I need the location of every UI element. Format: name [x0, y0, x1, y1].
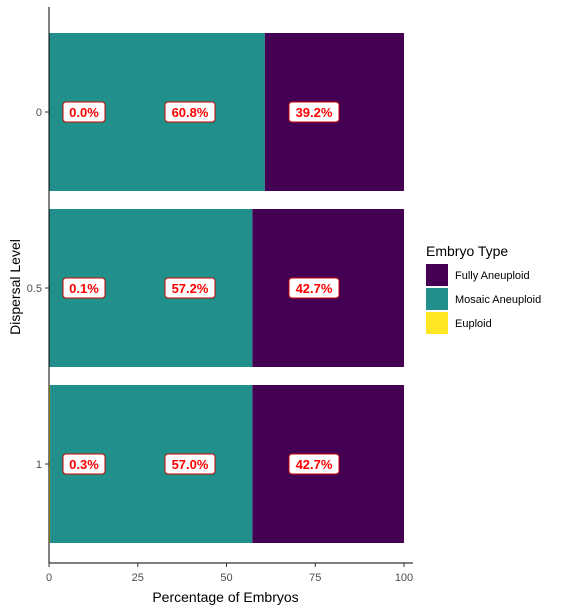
x-tick-label: 25	[132, 572, 144, 584]
data-labels-layer: 0.0% 60.8% 39.2% 0.1% 57.2% 42.7% 0.3% 57.0% 42.…	[62, 101, 340, 475]
data-label-fully-0.5: 42.7%	[288, 277, 340, 299]
legend-title: Embryo Type	[426, 243, 508, 259]
x-tick-label: 100	[395, 572, 413, 584]
data-label-mosaic-0: 60.8%	[164, 101, 216, 123]
legend-entry-label: Euploid	[455, 318, 492, 330]
y-axis-title: Dispersal Level	[7, 239, 23, 335]
x-axis-title: Percentage of Embryos	[152, 589, 298, 605]
data-label-fully-1: 42.7%	[288, 453, 340, 475]
legend: Embryo Type Fully Aneuploid Mosaic Aneupl…	[426, 243, 541, 334]
svg-text:39.2%: 39.2%	[296, 105, 333, 120]
svg-text:42.7%: 42.7%	[296, 281, 333, 296]
x-tick-label: 75	[309, 572, 321, 584]
x-tick-label: 0	[46, 572, 52, 584]
svg-text:60.8%: 60.8%	[172, 105, 209, 120]
data-label-fully-0: 39.2%	[288, 101, 340, 123]
legend-entry-label: Mosaic Aneuploid	[455, 294, 541, 306]
svg-text:0.3%: 0.3%	[69, 457, 99, 472]
data-label-mosaic-1: 57.0%	[164, 453, 216, 475]
legend-swatch	[426, 312, 448, 334]
x-tick-label: 50	[220, 572, 232, 584]
data-label-euploid-1: 0.3%	[62, 453, 106, 475]
data-label-euploid-0.5: 0.1%	[62, 277, 106, 299]
svg-text:57.0%: 57.0%	[172, 457, 209, 472]
svg-text:0.0%: 0.0%	[69, 105, 99, 120]
y-tick-label: 0.5	[27, 283, 42, 295]
y-tick-label: 1	[36, 459, 42, 471]
legend-swatch	[426, 288, 448, 310]
x-ticks: 0 25 50 75 100	[46, 563, 413, 584]
bars-layer	[49, 33, 404, 543]
data-label-mosaic-0.5: 57.2%	[164, 277, 216, 299]
y-tick-label: 0	[36, 107, 42, 119]
data-label-euploid-0: 0.0%	[62, 101, 106, 123]
svg-text:0.1%: 0.1%	[69, 281, 99, 296]
svg-text:42.7%: 42.7%	[296, 457, 333, 472]
legend-swatch	[426, 264, 448, 286]
svg-text:57.2%: 57.2%	[172, 281, 209, 296]
y-ticks: 00.51	[27, 107, 49, 471]
legend-entry-label: Fully Aneuploid	[455, 270, 530, 282]
bar-euploid-1	[49, 385, 51, 543]
